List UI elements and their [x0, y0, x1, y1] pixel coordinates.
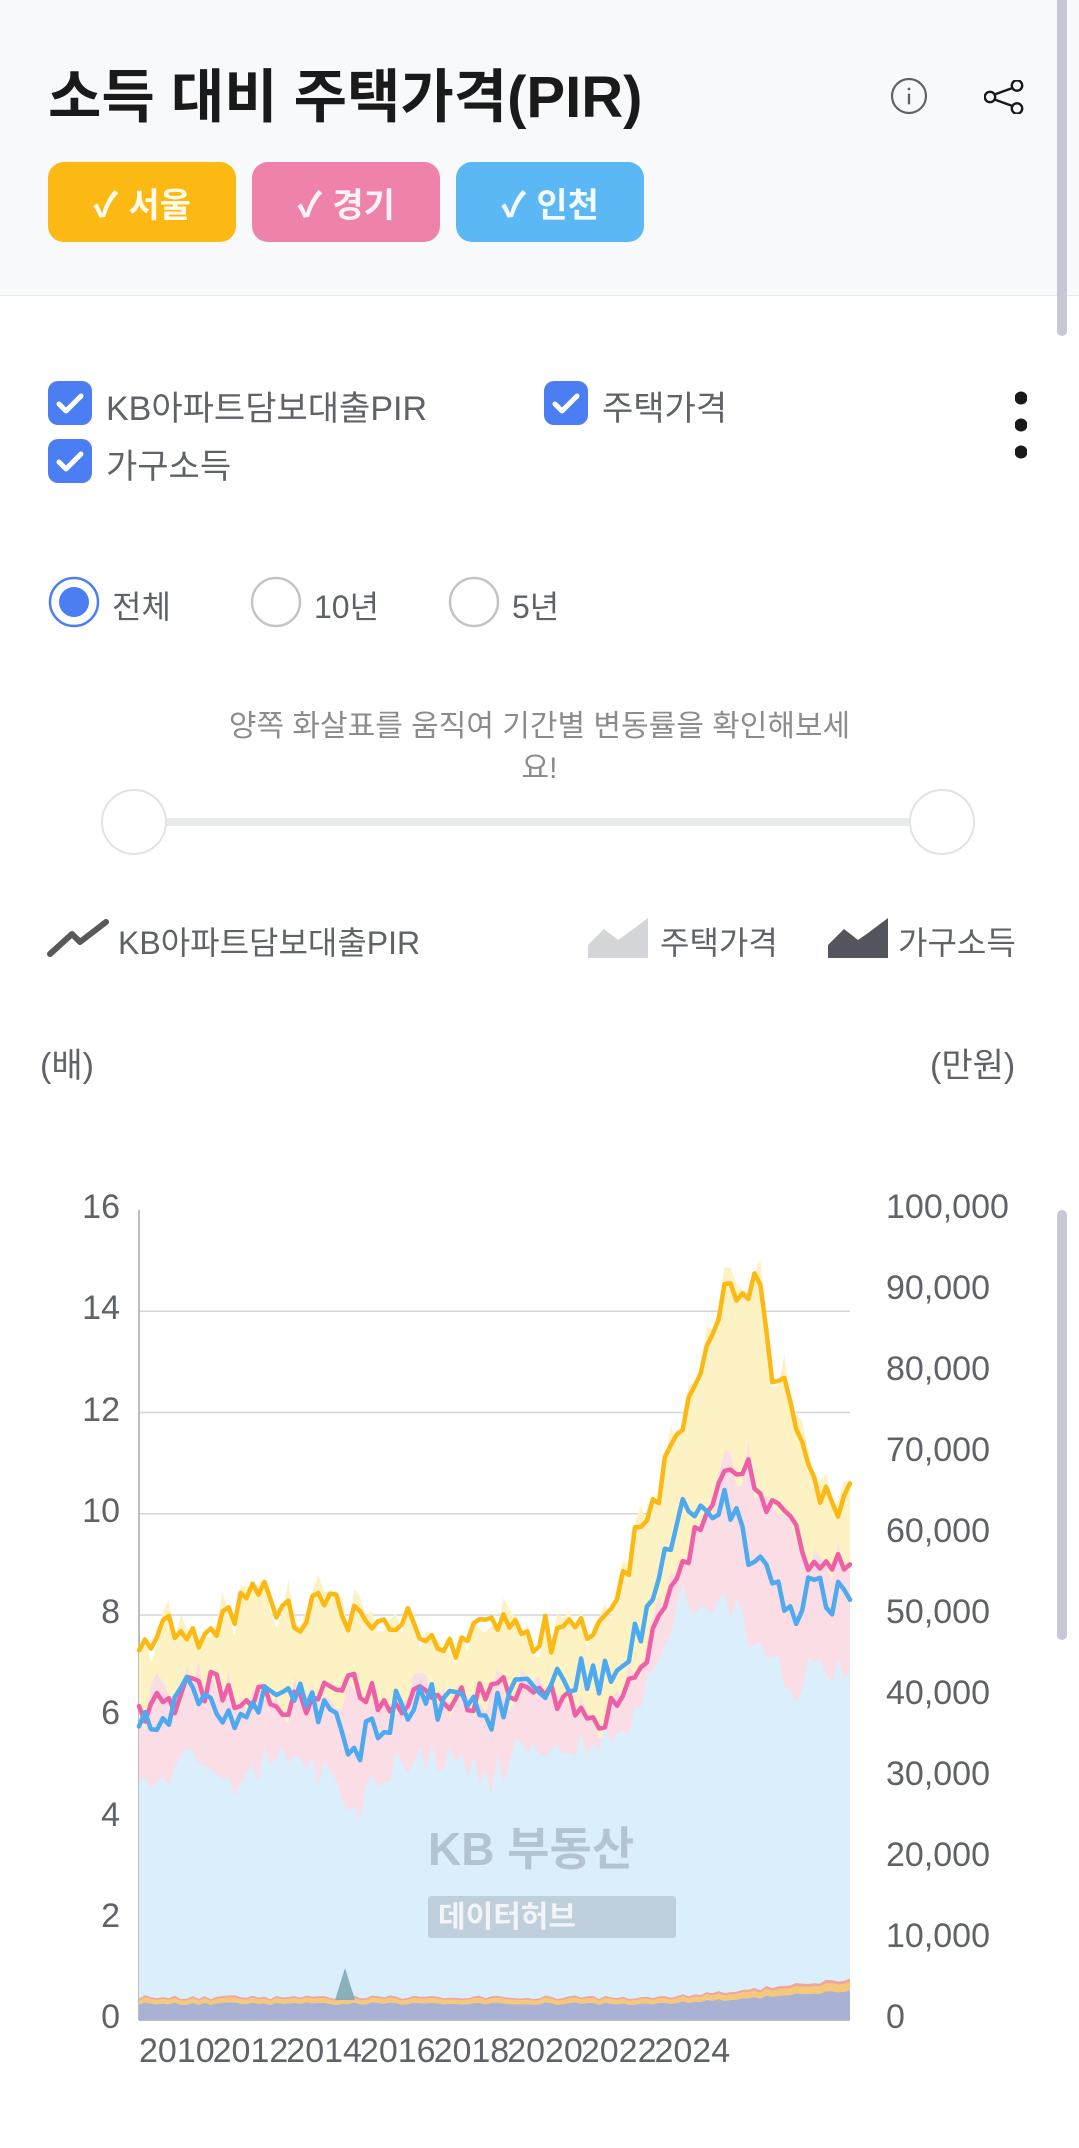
svg-text:KB 부동산: KB 부동산	[428, 1823, 634, 1875]
svg-text:데이터허브: 데이터허브	[438, 1901, 576, 1934]
